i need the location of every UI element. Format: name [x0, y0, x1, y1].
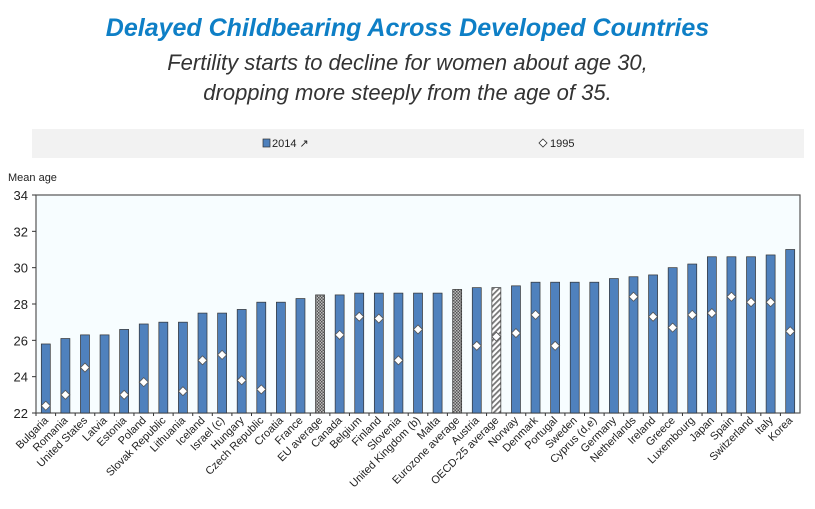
marker-1995	[550, 340, 561, 351]
bar-2014	[432, 292, 443, 414]
marker-1995	[471, 340, 482, 351]
marker-1995	[648, 311, 659, 322]
marker-1995	[726, 291, 737, 302]
bar-2014	[295, 298, 306, 414]
marker-1995	[119, 389, 130, 400]
y-tick-label: 32	[14, 224, 28, 239]
marker-1995	[785, 326, 796, 337]
bar-2014	[726, 256, 737, 414]
marker-1995	[628, 291, 639, 302]
marker-1995	[667, 322, 678, 333]
bar-2014	[393, 292, 404, 414]
bar-2014	[119, 329, 130, 414]
bar-2014	[589, 281, 600, 414]
marker-1995	[373, 313, 384, 324]
marker-1995	[530, 309, 541, 320]
bar-2014	[569, 281, 580, 414]
y-tick-label: 34	[14, 188, 28, 203]
marker-1995	[40, 400, 51, 411]
bar-2014	[217, 312, 227, 414]
legend-box	[32, 129, 804, 158]
y-tick-label: 28	[14, 297, 28, 312]
bar-2014	[60, 338, 71, 414]
marker-1995	[60, 389, 71, 400]
bar-2014	[628, 276, 639, 414]
marker-1995	[79, 362, 91, 373]
bar-2014	[746, 256, 756, 414]
marker-1995	[491, 331, 502, 342]
page-title: Delayed Childbearing Across Developed Co…	[105, 14, 710, 42]
bar-2014	[40, 343, 51, 414]
bar-2014	[138, 323, 149, 414]
bar-2014	[765, 254, 776, 414]
marker-1995	[236, 375, 247, 386]
bar-2014	[315, 294, 325, 414]
bar-2014	[373, 292, 384, 414]
y-tick-label: 24	[14, 370, 28, 385]
legend-diamond-icon	[538, 138, 548, 148]
y-tick-label: 22	[14, 406, 28, 421]
bar-2014	[158, 321, 169, 414]
marker-1995	[765, 297, 776, 308]
bar-2014	[334, 294, 345, 414]
marker-1995	[510, 328, 522, 339]
bar-2014	[452, 289, 463, 414]
bar-2014	[648, 274, 658, 414]
marker-1995	[177, 386, 188, 397]
marker-1995	[138, 377, 149, 388]
bar-2014	[99, 334, 110, 414]
marker-1995	[393, 355, 404, 366]
marker-1995	[256, 384, 267, 395]
legend-swatch-2014	[262, 138, 271, 148]
marker-1995	[354, 311, 365, 322]
y-tick-label: 30	[14, 261, 28, 276]
marker-1995	[687, 309, 698, 320]
subtitle-line-1: Fertility starts to decline for women ab…	[167, 50, 648, 75]
bar-2014	[80, 334, 90, 414]
bar-2014	[413, 292, 423, 414]
marker-1995	[706, 308, 717, 319]
marker-1995	[197, 355, 208, 366]
legend-label-2014: 2014 ↗	[272, 138, 309, 150]
bar-2014	[178, 321, 188, 414]
marker-1995	[217, 349, 228, 360]
marker-1995	[334, 329, 345, 340]
bar-2014	[706, 256, 717, 414]
bar-2014	[491, 287, 502, 414]
bar-2014	[354, 292, 365, 414]
bar-2014	[667, 267, 678, 414]
y-tick-label: 26	[14, 333, 28, 348]
marker-1995	[745, 297, 757, 308]
y-axis-label: Mean age	[8, 172, 57, 184]
subtitle-line-2: dropping more steeply from the age of 35…	[203, 80, 612, 105]
legend-label-1995: 1995	[550, 138, 574, 150]
bar-2014	[609, 278, 619, 414]
bar-2014	[687, 263, 698, 414]
bar-2014	[236, 309, 247, 414]
bar-2014	[256, 301, 267, 414]
marker-1995	[412, 324, 424, 335]
bar-2014	[276, 301, 286, 414]
bar-2014	[530, 281, 541, 414]
bar-2014	[511, 285, 521, 414]
